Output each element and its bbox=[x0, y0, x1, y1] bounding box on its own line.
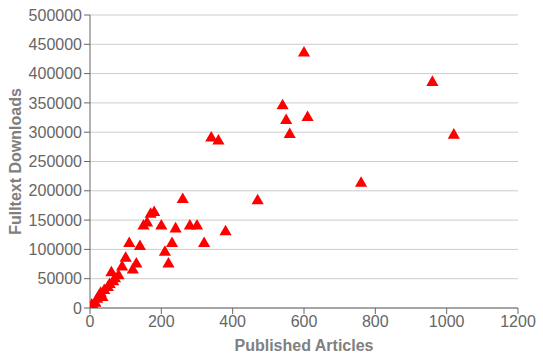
svg-text:Published Articles: Published Articles bbox=[235, 337, 374, 354]
svg-text:0: 0 bbox=[86, 313, 95, 330]
svg-text:300000: 300000 bbox=[29, 124, 82, 141]
svg-text:1000: 1000 bbox=[429, 313, 465, 330]
svg-text:50000: 50000 bbox=[38, 270, 83, 287]
svg-text:400000: 400000 bbox=[29, 65, 82, 82]
svg-text:200000: 200000 bbox=[29, 182, 82, 199]
svg-text:450000: 450000 bbox=[29, 36, 82, 53]
svg-text:200: 200 bbox=[148, 313, 175, 330]
svg-text:Fulltext Downloads: Fulltext Downloads bbox=[8, 88, 24, 235]
svg-text:100000: 100000 bbox=[29, 241, 82, 258]
svg-text:250000: 250000 bbox=[29, 153, 82, 170]
svg-text:1200: 1200 bbox=[500, 313, 535, 330]
svg-text:350000: 350000 bbox=[29, 95, 82, 112]
svg-text:800: 800 bbox=[362, 313, 389, 330]
svg-text:150000: 150000 bbox=[29, 212, 82, 229]
svg-text:600: 600 bbox=[291, 313, 318, 330]
svg-text:400: 400 bbox=[219, 313, 246, 330]
svg-text:500000: 500000 bbox=[29, 7, 82, 24]
svg-text:0: 0 bbox=[73, 300, 82, 317]
